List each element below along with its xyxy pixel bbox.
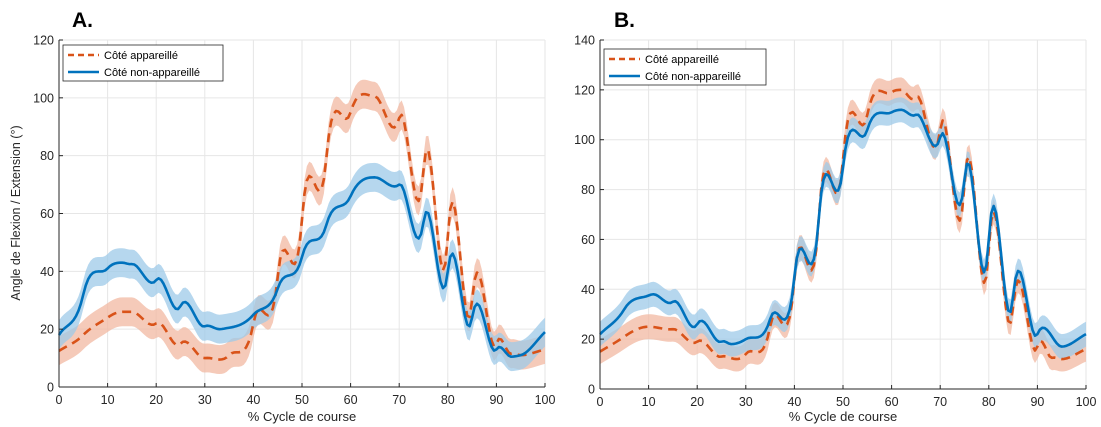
y-axis-label-a: Angle de Flexion / Extension (°) xyxy=(9,125,23,300)
legend: Côté appareillé Côté non-appareillé xyxy=(603,48,767,86)
panel-a: A. Angle de Flexion / Extension (°) % Cy… xyxy=(9,9,555,424)
legend-label-appareille: Côté appareillé xyxy=(645,54,719,66)
y-tick-label: 40 xyxy=(40,265,54,279)
legend: Côté appareillé Côté non-appareillé xyxy=(62,44,224,82)
x-tick-label: 90 xyxy=(1030,395,1044,409)
x-tick-label: 40 xyxy=(787,395,801,409)
y-tick-label: 20 xyxy=(581,333,595,347)
x-tick-label: 50 xyxy=(295,393,309,407)
x-tick-label: 10 xyxy=(101,393,115,407)
x-tick-label: 80 xyxy=(441,393,455,407)
y-tick-label: 20 xyxy=(40,323,54,337)
y-tick-label: 100 xyxy=(574,133,595,147)
x-tick-label: 60 xyxy=(885,395,899,409)
legend-label-non-appareille: Côté non-appareillé xyxy=(645,71,741,83)
x-axis-label-b: % Cycle de course xyxy=(789,409,897,424)
legend-box xyxy=(603,48,767,86)
x-tick-label: 10 xyxy=(642,395,656,409)
x-tick-label: 0 xyxy=(56,393,63,407)
x-tick-label: 40 xyxy=(246,393,260,407)
legend-label-non-appareille: Côté non-appareillé xyxy=(104,67,200,79)
y-tick-label: 80 xyxy=(40,149,54,163)
x-tick-label: 30 xyxy=(739,395,753,409)
x-tick-label: 100 xyxy=(535,393,556,407)
x-tick-label: 60 xyxy=(344,393,358,407)
panel-b: B. % Cycle de course 0 10 20 30 40 50 60 70 80 90… xyxy=(574,9,1096,424)
panel-label-a: A. xyxy=(72,9,93,32)
y-tick-label: 140 xyxy=(574,34,595,48)
confidence-band-non-appareille xyxy=(59,162,545,372)
y-tick-label: 60 xyxy=(40,207,54,221)
y-tick-label: 40 xyxy=(581,283,595,297)
y-tick-label: 100 xyxy=(33,91,54,105)
x-tick-label: 90 xyxy=(489,393,503,407)
legend-label-appareille: Côté appareillé xyxy=(104,50,178,62)
legend-box xyxy=(62,44,224,82)
y-tick-label: 0 xyxy=(588,383,595,397)
confidence-band-appareille xyxy=(59,79,545,374)
x-tick-label: 100 xyxy=(1076,395,1097,409)
x-tick-label: 50 xyxy=(836,395,850,409)
series-line-appareille xyxy=(58,92,546,361)
y-tick-label: 120 xyxy=(33,34,54,48)
y-tick-label: 0 xyxy=(47,381,54,395)
x-tick-label: 70 xyxy=(933,395,947,409)
panel-label-b: B. xyxy=(614,9,635,32)
x-tick-label: 70 xyxy=(392,393,406,407)
series-line-non-appareille xyxy=(57,176,546,358)
y-tick-label: 80 xyxy=(581,183,595,197)
y-tick-label: 60 xyxy=(581,233,595,247)
x-tick-label: 80 xyxy=(982,395,996,409)
x-tick-label: 0 xyxy=(597,395,604,409)
x-tick-label: 20 xyxy=(149,393,163,407)
x-axis-label-a: % Cycle de course xyxy=(248,409,356,424)
series-line-non-appareille xyxy=(599,108,1087,348)
x-tick-label: 20 xyxy=(690,395,704,409)
y-tick-label: 120 xyxy=(574,83,595,97)
x-tick-label: 30 xyxy=(198,393,212,407)
